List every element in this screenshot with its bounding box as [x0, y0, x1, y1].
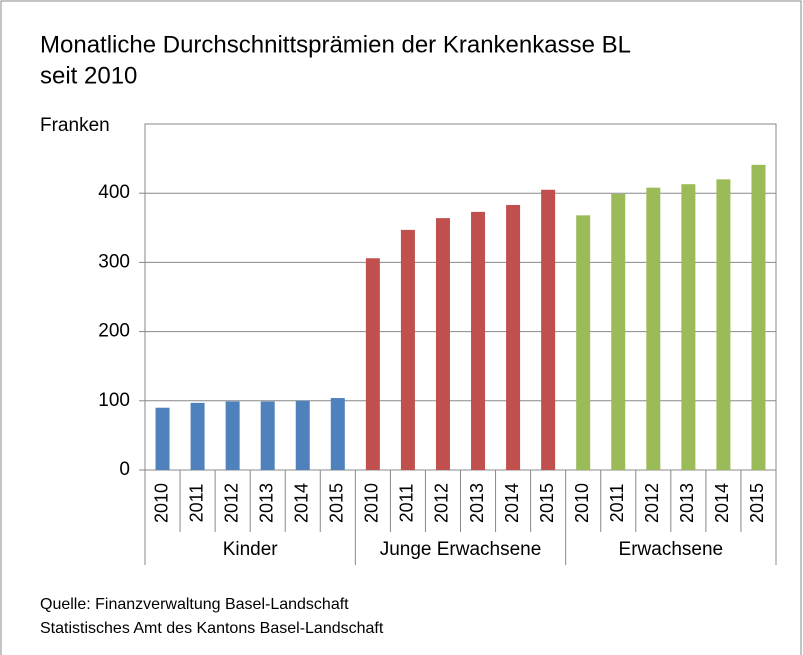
bar — [681, 184, 696, 471]
bar — [295, 400, 310, 470]
bar — [330, 398, 345, 470]
x-tick-label: 2015 — [537, 483, 557, 523]
x-tick-label: 2011 — [186, 484, 206, 523]
x-tick-label: 2014 — [502, 483, 522, 523]
bar — [365, 258, 380, 470]
x-tick-label: 2010 — [151, 483, 171, 523]
y-tick-label: 200 — [98, 321, 130, 342]
bar — [716, 179, 731, 471]
y-axis-label: Franken — [40, 115, 110, 136]
x-tick-label: 2010 — [572, 483, 592, 523]
source: Statistisches Amt des Kantons Basel-Land… — [40, 620, 384, 637]
bar — [506, 204, 521, 471]
x-tick-label: 2013 — [677, 483, 697, 523]
source: Quelle: Finanzverwaltung Basel-Landschaf… — [40, 596, 349, 613]
bar — [225, 401, 240, 470]
chart-title: seit 2010 — [40, 62, 137, 89]
group-label: Kinder — [223, 539, 279, 560]
y-tick-label: 0 — [119, 459, 130, 480]
bar — [190, 402, 205, 470]
bar — [751, 164, 766, 470]
bar — [155, 407, 170, 470]
x-tick-label: 2015 — [327, 483, 347, 523]
x-tick-label: 2013 — [256, 483, 276, 523]
x-tick-label: 2012 — [221, 483, 241, 523]
bar — [435, 218, 450, 470]
x-tick-label: 2012 — [642, 483, 662, 523]
y-tick-label: 300 — [98, 251, 130, 272]
x-tick-label: 2011 — [607, 484, 627, 523]
x-tick-label: 2013 — [467, 483, 487, 523]
bar — [646, 187, 661, 470]
bar — [576, 215, 591, 470]
x-tick-label: 2011 — [397, 484, 417, 523]
bar — [541, 189, 556, 471]
chart-title: Monatliche Durchschnittsprämien der Kran… — [40, 31, 631, 58]
bar — [400, 229, 415, 470]
x-tick-label: 2015 — [747, 483, 767, 523]
bar — [471, 211, 486, 470]
x-tick-label: 2014 — [292, 483, 312, 523]
y-tick-label: 400 — [98, 182, 130, 203]
group-label: Erwachsene — [619, 539, 724, 560]
group-label: Junge Erwachsene — [380, 539, 542, 560]
bar — [260, 401, 275, 470]
y-tick-label: 100 — [98, 390, 130, 411]
x-tick-label: 2014 — [712, 483, 732, 523]
x-tick-label: 2012 — [432, 483, 452, 523]
x-tick-label: 2010 — [362, 483, 382, 523]
bar — [611, 193, 626, 470]
